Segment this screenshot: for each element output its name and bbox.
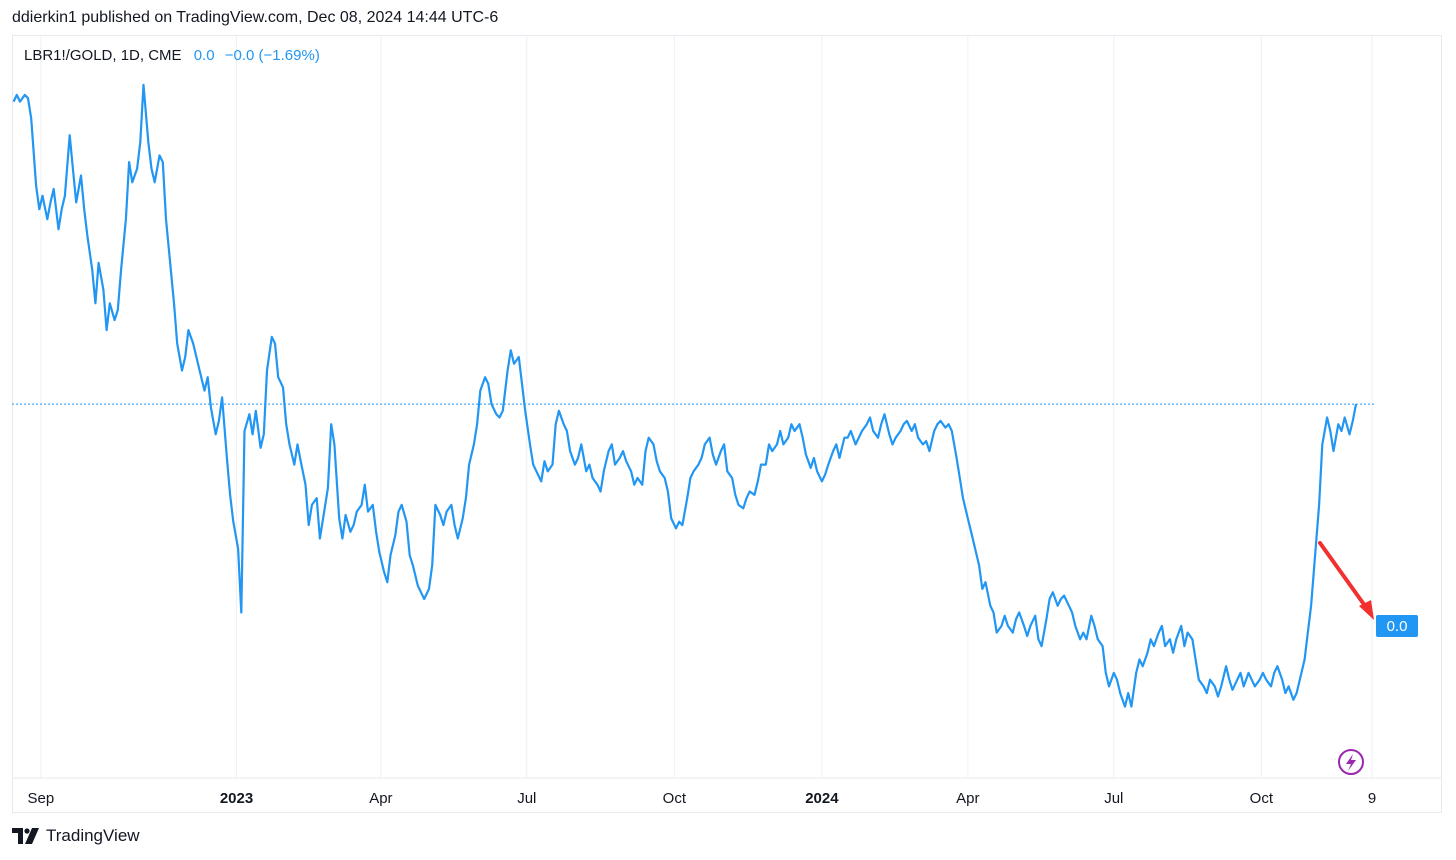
x-tick-label: Oct bbox=[1250, 790, 1274, 807]
price-badge-label: 0.0 bbox=[1387, 618, 1408, 635]
x-tick-label: Apr bbox=[369, 790, 392, 807]
tradingview-logo-icon bbox=[12, 828, 39, 844]
x-tick-label: 2024 bbox=[805, 790, 839, 807]
lightning-icon[interactable] bbox=[1338, 749, 1364, 775]
red-arrow-annotation bbox=[1318, 541, 1374, 620]
x-tick-label: Jul bbox=[517, 790, 536, 807]
chart-pane[interactable] bbox=[12, 35, 1442, 813]
arrow-head bbox=[1359, 600, 1374, 620]
x-tick-label: Apr bbox=[956, 790, 979, 807]
series-line bbox=[12, 83, 1358, 708]
x-tick-label: Sep bbox=[28, 790, 55, 807]
symbol-legend[interactable]: LBR1!/GOLD, 1D, CME 0.0 −0.0 (−1.69%) bbox=[24, 47, 320, 64]
x-tick-label: 9 bbox=[1368, 790, 1376, 807]
x-tick-label: Oct bbox=[663, 790, 687, 807]
publisher-line: ddierkin1 published on TradingView.com, … bbox=[12, 9, 499, 26]
legend-symbol[interactable]: LBR1!/GOLD, 1D, CME bbox=[24, 47, 182, 64]
tradingview-brand[interactable]: TradingView bbox=[12, 826, 140, 846]
price-badge-box bbox=[1376, 615, 1418, 637]
grid-lines bbox=[40, 35, 1373, 778]
x-tick-label: Jul bbox=[1104, 790, 1123, 807]
legend-last-value: 0.0 bbox=[193, 47, 215, 64]
legend-change: −0.0 (−1.69%) bbox=[224, 47, 320, 64]
x-axis: Sep 2023 Apr Jul Oct 2024 Apr Jul Oct 9 bbox=[28, 790, 1377, 807]
brand-name: TradingView bbox=[46, 826, 140, 845]
price-badge: 0.0 bbox=[1376, 615, 1418, 637]
arrow-shaft bbox=[1318, 541, 1370, 612]
x-tick-label: 2023 bbox=[220, 790, 253, 807]
